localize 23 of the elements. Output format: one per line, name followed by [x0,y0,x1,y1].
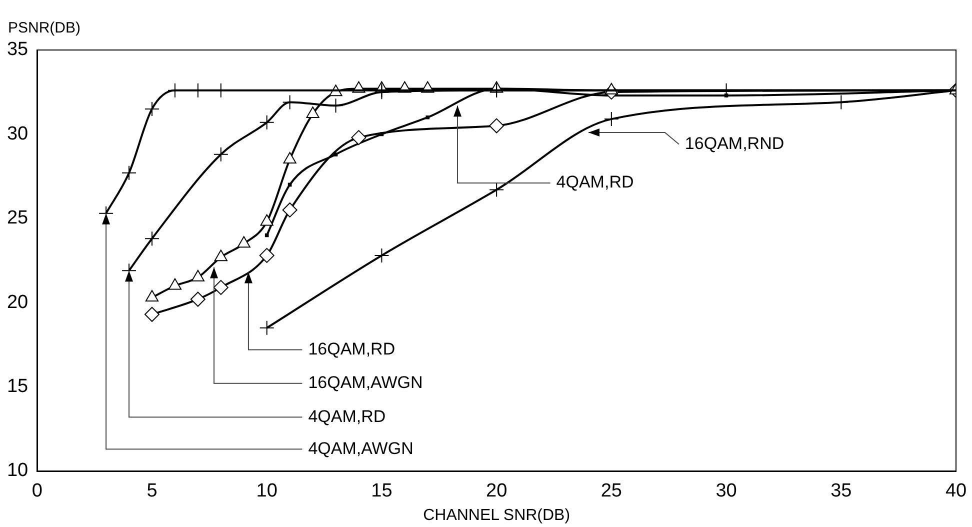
annotation: 4QAM,AWGN [308,438,414,458]
annotation: 4QAM,RD [556,172,634,192]
x-tick-label: 35 [830,480,852,502]
x-axis-title: CHANNEL SNR(DB) [423,506,570,524]
x-tick-label: 20 [486,480,508,502]
y-tick-label: 20 [6,292,28,313]
y-tick-label: 30 [6,123,28,144]
annotation: 16QAM,RD [308,339,396,358]
x-tick-label: 5 [146,480,158,502]
y-tick-label: 15 [6,376,28,398]
annotation: 16QAM,RND [684,134,784,153]
annotation: 16QAM,AWGN [308,373,423,392]
y-axis-title: PSNR(DB) [8,20,81,37]
y-tick-label: 35 [6,39,28,60]
y-tick-label: 10 [6,460,28,482]
x-tick-label: 0 [32,480,42,502]
x-tick-label: 40 [945,480,967,502]
annotation: 4QAM,RD [308,406,386,426]
x-tick-label: 10 [256,480,278,502]
y-tick-label: 25 [6,208,28,229]
x-tick-label: 15 [371,480,392,502]
x-tick-label: 30 [716,480,737,502]
x-tick-label: 25 [600,480,622,502]
